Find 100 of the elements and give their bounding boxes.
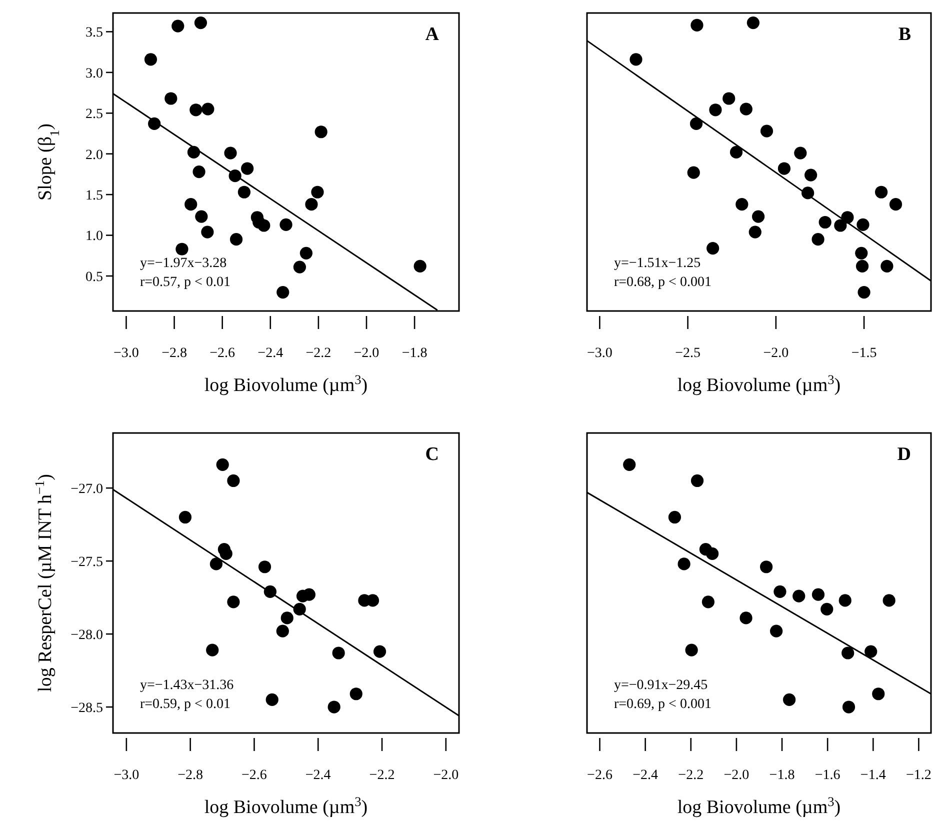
point [690, 474, 704, 488]
text: D [897, 444, 911, 465]
point [687, 166, 700, 179]
point [706, 547, 719, 560]
x-tick-label: −2.4 [632, 768, 658, 783]
x-tick-label: −3.0 [586, 346, 612, 361]
x-axis-title: log Biovolume (µm$^{3}$) [677, 794, 841, 818]
point [373, 645, 386, 658]
x-axis-title: log Biovolume (µm$^{3}$) [677, 372, 841, 396]
y-tick-label: 2.5 [86, 107, 103, 122]
point [792, 590, 806, 602]
y-tick-label: 1.0 [86, 229, 103, 244]
point [144, 53, 158, 66]
annotation: r=0.59, p < 0.01 [140, 697, 230, 712]
annotation: y=−1.43x−31.36 [140, 678, 234, 693]
point [794, 146, 807, 160]
point [875, 186, 888, 198]
x-tick-label: −1.6 [814, 768, 840, 783]
point [276, 286, 290, 299]
point [314, 126, 328, 138]
text: B [898, 24, 912, 45]
point [864, 645, 878, 658]
point [722, 92, 736, 105]
point [230, 233, 243, 246]
point [293, 260, 306, 274]
point [778, 162, 790, 175]
point [678, 558, 690, 570]
point [752, 210, 765, 223]
x-tick-label: −2.2 [369, 768, 395, 783]
x-tick-label: −1.4 [860, 768, 886, 783]
point [238, 186, 250, 198]
y-tick-label: 0.5 [86, 270, 103, 285]
point [227, 596, 240, 608]
annotation: r=0.57, p < 0.01 [140, 275, 230, 290]
y-tick-label: −28.0 [70, 628, 103, 643]
x-tick-label: −2.0 [763, 346, 789, 361]
point [220, 547, 232, 560]
x-axis-title: log Biovolume (µm$^{3}$) [204, 372, 368, 396]
point [812, 233, 824, 246]
point [856, 218, 870, 231]
point [882, 594, 896, 607]
point [630, 53, 642, 66]
point [216, 458, 229, 471]
point [176, 242, 188, 256]
point [227, 474, 240, 488]
point [280, 612, 294, 624]
x-tick-label: −2.0 [724, 768, 750, 783]
point [730, 146, 743, 159]
x-tick-label: −3.0 [114, 346, 139, 361]
point [172, 20, 184, 32]
point [311, 186, 324, 198]
point [856, 260, 869, 273]
point [872, 688, 885, 700]
point [190, 104, 202, 116]
x-tick-label: −2.2 [306, 346, 332, 361]
text: A [425, 24, 440, 45]
x-tick-label: −2.0 [354, 346, 380, 361]
point [774, 585, 786, 598]
y-tick-label: −27.5 [70, 554, 103, 570]
point [668, 510, 682, 524]
point [623, 458, 636, 471]
point [842, 646, 854, 660]
annotation: y=−0.91x−29.45 [614, 678, 708, 693]
y-tick-label: 3.5 [86, 26, 103, 41]
point [702, 596, 714, 608]
point [804, 168, 818, 182]
annotation: r=0.68, p < 0.001 [614, 275, 712, 290]
point [820, 602, 834, 616]
point [783, 693, 796, 706]
point [210, 558, 222, 570]
point [685, 644, 698, 656]
point [690, 117, 703, 130]
point [736, 198, 748, 211]
point [746, 16, 760, 30]
point [414, 260, 426, 273]
point [760, 124, 774, 138]
x-tick-label: −2.4 [305, 768, 331, 783]
point [258, 219, 270, 232]
point [276, 624, 289, 638]
x-tick-label: −2.6 [587, 768, 612, 783]
point [328, 700, 340, 714]
point [300, 246, 312, 260]
x-tick-label: −2.6 [242, 768, 267, 783]
point [760, 560, 773, 574]
point [202, 102, 214, 116]
point [740, 102, 752, 116]
text: C [425, 444, 439, 465]
x-tick-label: −1.2 [906, 768, 932, 783]
annotation: y=−1.97x−3.28 [140, 256, 227, 271]
y-tick-label: 3.0 [86, 66, 103, 82]
point [164, 92, 178, 105]
point [748, 226, 762, 238]
x-tick-label: −1.8 [769, 768, 795, 783]
x-tick-label: −2.0 [433, 768, 459, 783]
annotation: y=−1.51x−1.25 [614, 256, 701, 271]
point [889, 198, 902, 211]
point [858, 286, 870, 299]
annotation: r=0.69, p < 0.001 [614, 697, 712, 712]
y-tick-label: 2.0 [86, 148, 103, 163]
x-tick-label: −2.6 [210, 346, 236, 361]
